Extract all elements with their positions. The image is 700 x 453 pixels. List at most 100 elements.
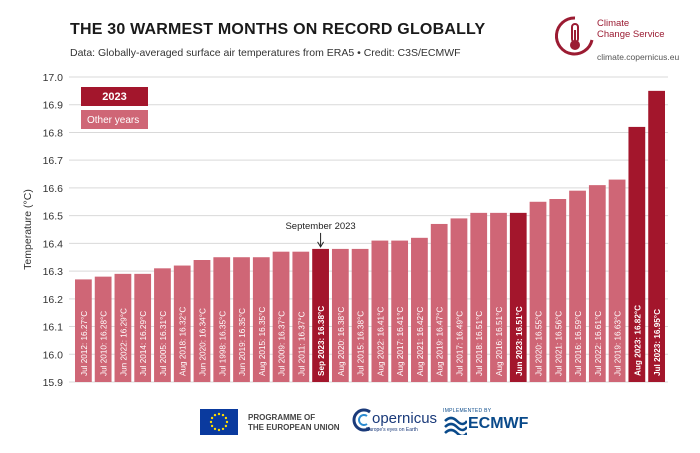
bar [509, 212, 527, 382]
copernicus-c-icon [352, 408, 371, 432]
legend-label-other-years: Other years [87, 115, 139, 126]
bar-data-label: Jul 2018: 16.51°C [475, 311, 484, 376]
bar-data-label: Jul 2012: 16.27°C [80, 311, 89, 376]
chart-title: THE 30 WARMEST MONTHS ON RECORD GLOBALLY [70, 21, 486, 38]
bar-data-label: Jul 2021: 16.56°C [554, 311, 563, 376]
bar [648, 90, 665, 382]
bar-data-label: Jun 2023: 16.51°C [515, 306, 524, 376]
bar-data-label: Jul 2005: 16.31°C [159, 311, 168, 376]
bar [213, 257, 231, 382]
legend-swatch-other-years [81, 110, 148, 129]
y-tick-label: 16.4 [43, 238, 64, 250]
y-tick-label: 16.1 [43, 322, 64, 334]
copernicus-tagline: Europe's eyes on Earth [366, 427, 418, 433]
bar-data-label: Jul 2019: 16.63°C [614, 311, 623, 376]
legend-swatch-2023 [81, 87, 148, 106]
bar [331, 248, 349, 382]
legend-label-2023: 2023 [102, 91, 126, 103]
bar-data-label: Jul 2010: 16.28°C [100, 311, 109, 376]
bar-data-label: Jun 2022: 16.29°C [119, 308, 128, 376]
y-tick-label: 16.5 [43, 211, 64, 223]
thermometer-globe-icon [555, 16, 594, 56]
brand-url[interactable]: climate.copernicus.eu [597, 52, 680, 62]
bar [312, 248, 329, 382]
y-tick-label: 16.0 [43, 349, 64, 361]
bar-data-label: Aug 2015: 16.35°C [258, 307, 267, 376]
bar-data-label: Aug 2016: 16.51°C [495, 307, 504, 376]
eu-programme-label: PROGRAMME OF THE EUROPEAN UNION [248, 413, 340, 433]
bar [272, 251, 290, 382]
y-tick-label: 16.6 [43, 183, 64, 195]
bar-data-label: Aug 2018: 16.32°C [179, 307, 188, 376]
annotation-label: September 2023 [285, 221, 355, 232]
bar [529, 201, 547, 382]
bar [351, 248, 369, 382]
eu-flag-icon [200, 409, 238, 435]
bar-data-label: Jun 2019: 16.35°C [238, 308, 247, 376]
y-axis-label: Temperature (°C) [22, 189, 34, 270]
brand-name: Climate Change Service [597, 18, 665, 40]
bar-data-label: Jul 2017: 16.49°C [455, 311, 464, 376]
eu-star-icon [221, 427, 225, 431]
y-tick-label: 16.9 [43, 100, 64, 112]
bar-data-label: Jul 2011: 16.37°C [297, 311, 306, 376]
bar [450, 218, 468, 382]
bar [154, 268, 171, 382]
bar-data-label: Jul 2014: 16.29°C [139, 311, 148, 376]
bar [292, 251, 310, 382]
brand-name-line1: Climate [597, 18, 630, 29]
bar-data-label: Sep 2023: 16.38°C [317, 306, 326, 376]
annotation-arrow-head [317, 241, 325, 248]
ecmwf-wave-icon [444, 416, 467, 435]
bar-data-label: Aug 2023: 16.82°C [633, 305, 642, 376]
bar-data-label: Jul 2016: 16.59°C [574, 311, 583, 376]
bar-data-label: Jul 2015: 16.38°C [357, 311, 366, 376]
eu-star-icon [221, 413, 225, 417]
brand-name-line2: Change Service [597, 29, 665, 40]
bar [470, 212, 488, 382]
bar [628, 126, 646, 382]
bar [114, 273, 132, 382]
eu-star-icon [217, 428, 221, 432]
eu-star-icon [224, 416, 228, 420]
bar-data-label: Aug 2022: 16.41°C [376, 307, 385, 376]
eu-star-icon [217, 412, 221, 416]
bar-chart: 15.9 16.0 16.1 16.2 16.3 16.4 16.5 16.6 16.7 16.8… [22, 72, 668, 389]
bar [490, 212, 507, 382]
bar-data-label: Jul 2022: 16.61°C [594, 311, 603, 376]
bar [94, 276, 112, 382]
eu-star-icon [213, 427, 217, 431]
bar [608, 179, 626, 382]
bar-data-label: Aug 2017: 16.41°C [396, 307, 405, 376]
bar [569, 190, 586, 382]
y-tick-label: 17.0 [43, 72, 64, 84]
bar-data-label: Jul 2023: 16.95°C [653, 309, 662, 376]
bar-data-label: Jul 2020: 16.55°C [535, 311, 544, 376]
bar [134, 273, 152, 382]
bar [252, 257, 270, 382]
y-tick-label: 16.7 [43, 155, 64, 167]
bar [173, 265, 191, 382]
implemented-by-label: IMPLEMENTED BY [443, 408, 492, 414]
eu-star-icon [224, 424, 228, 428]
copernicus-logo-text: opernicus [372, 410, 438, 427]
eu-star-icon [210, 424, 214, 428]
eu-star-icon [210, 416, 214, 420]
bar [430, 223, 448, 382]
bar [588, 185, 606, 382]
eu-star-icon [213, 413, 217, 417]
bar [75, 279, 92, 382]
bar [193, 260, 211, 382]
eu-star-icon [225, 420, 229, 424]
eu-line2: THE EUROPEAN UNION [248, 423, 340, 432]
y-tick-label: 15.9 [43, 377, 64, 389]
bar-data-label: Aug 2021: 16.42°C [416, 307, 425, 376]
bar-data-label: Aug 2019: 16.47°C [436, 307, 445, 376]
bar [391, 240, 409, 382]
eu-star-icon [209, 420, 213, 424]
y-tick-label: 16.8 [43, 127, 64, 139]
bar [411, 237, 428, 382]
bar-data-label: Jul 1998: 16.35°C [218, 311, 227, 376]
ecmwf-logo-text: ECMWF [468, 415, 529, 432]
bar [233, 257, 250, 382]
